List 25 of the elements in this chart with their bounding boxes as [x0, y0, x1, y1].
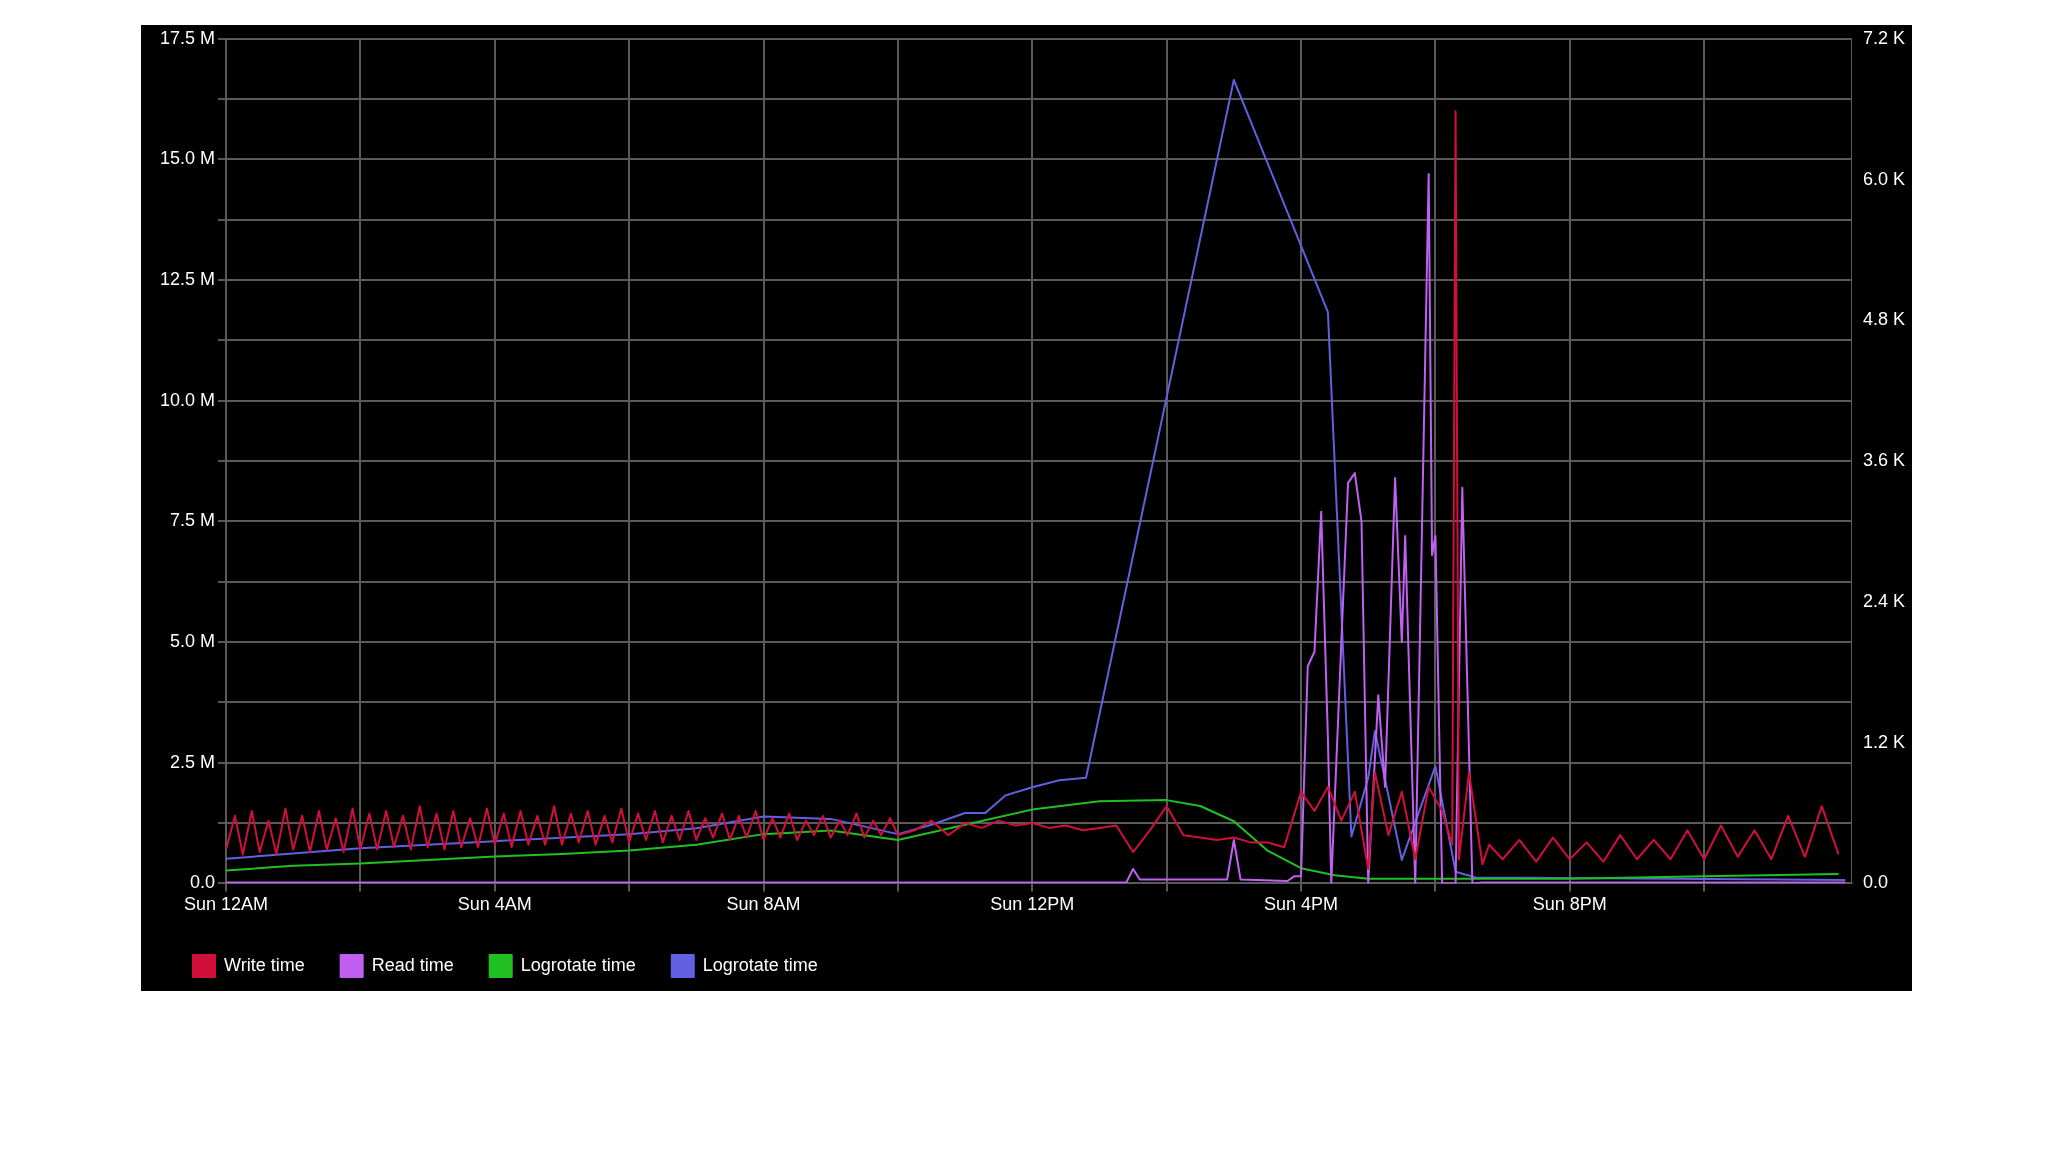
y-tick-label: 2.5 M: [170, 751, 216, 772]
legend-label: Write time: [224, 954, 305, 975]
x-tick-label: Sun 8PM: [1532, 894, 1607, 915]
x-tick-label: Sun 12PM: [990, 894, 1075, 915]
y2-tick-label: 1.2 K: [1862, 731, 1905, 752]
y-tick-label: 10.0 M: [160, 389, 216, 410]
y-tick-label: 15.0 M: [160, 148, 216, 169]
x-tick-label: Sun 8AM: [726, 894, 801, 915]
y2-tick-label: 0.0: [1862, 872, 1888, 893]
x-tick-label: Sun 4PM: [1264, 894, 1339, 915]
y2-tick-label: 3.6 K: [1862, 450, 1905, 471]
y-tick-label: 0.0: [190, 872, 216, 893]
x-tick-label: Sun 4AM: [457, 894, 532, 915]
y2-tick-label: 4.8 K: [1862, 309, 1905, 330]
y2-tick-label: 2.4 K: [1862, 590, 1905, 611]
x-tick-label: Sun 12AM: [184, 894, 269, 915]
y2-tick-label: 7.2 K: [1862, 27, 1905, 48]
y-tick-label: 5.0 M: [170, 631, 216, 652]
legend-label: Logrotate time: [702, 954, 818, 975]
legend-label: Read time: [371, 954, 454, 975]
legend-label: Logrotate time: [520, 954, 636, 975]
y2-tick-label: 6.0 K: [1862, 168, 1905, 189]
y-tick-label: 17.5 M: [160, 27, 216, 48]
y-tick-label: 12.5 M: [160, 269, 216, 290]
y-tick-label: 7.5 M: [170, 510, 216, 531]
